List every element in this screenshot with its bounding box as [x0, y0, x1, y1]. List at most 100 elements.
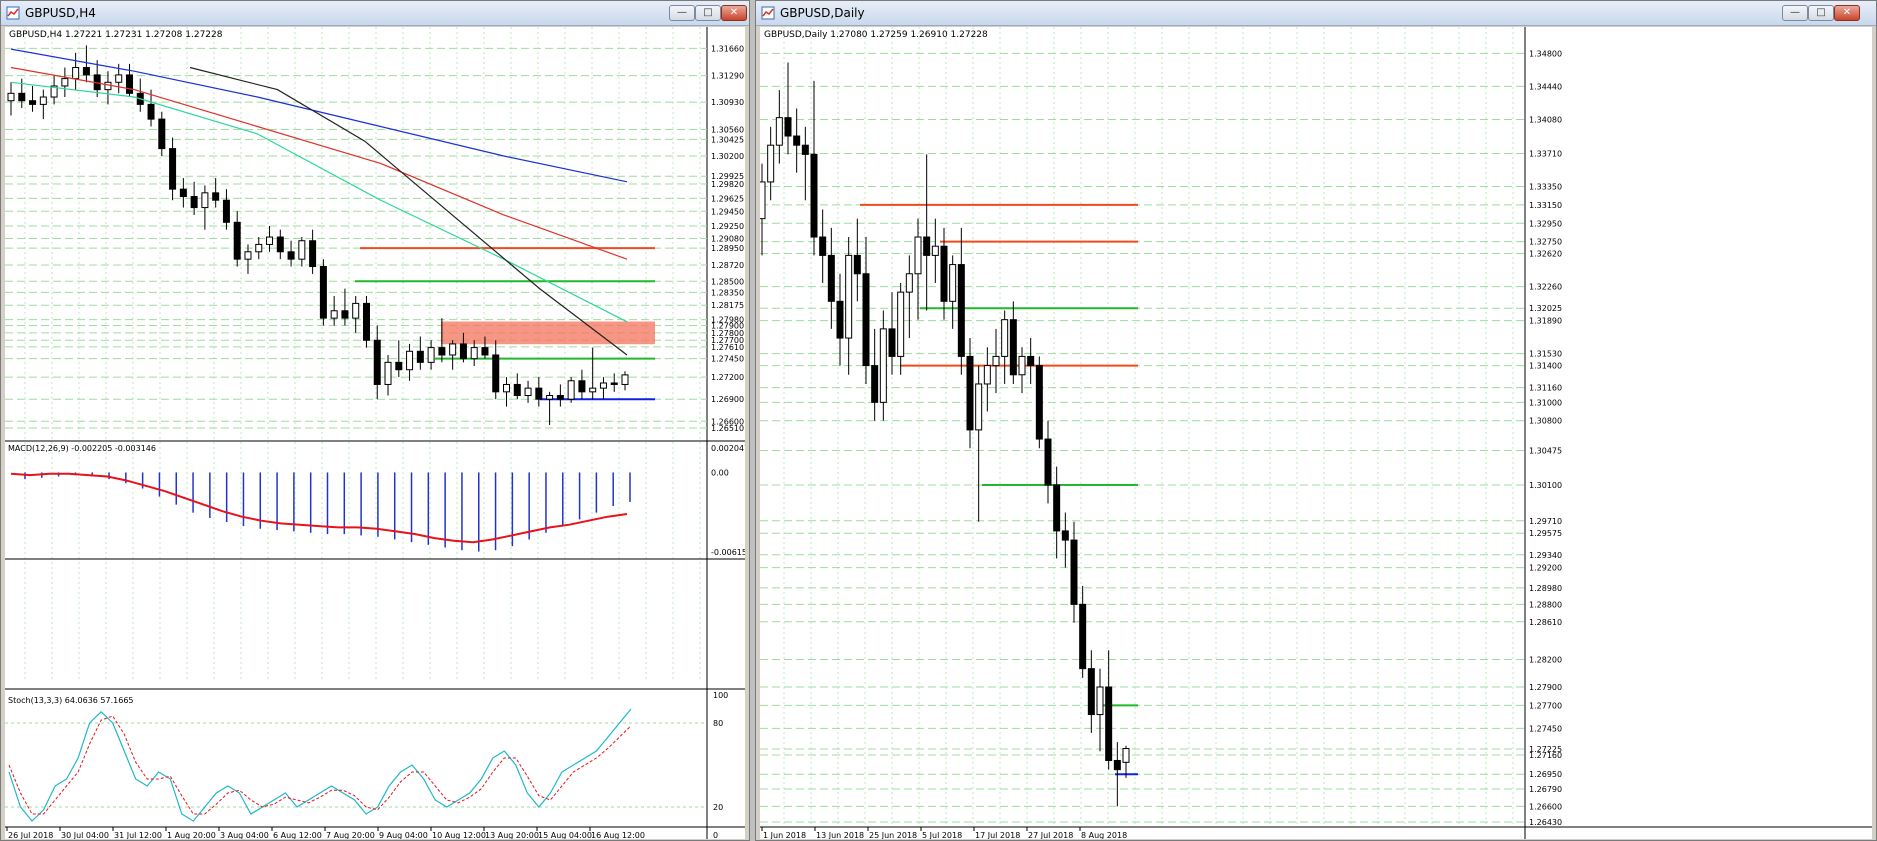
- maximize-button[interactable]: □: [695, 5, 721, 21]
- price-axis-label: 1.28980: [1529, 584, 1562, 593]
- candle-body: [836, 300, 844, 339]
- candle-body: [449, 343, 457, 356]
- candle-body: [931, 245, 939, 256]
- price-axis-label: 1.29575: [1529, 529, 1562, 538]
- candle-body: [7, 92, 15, 102]
- candle-body: [125, 74, 133, 94]
- time-axis-label: 30 Jul 04:00: [61, 831, 109, 839]
- time-axis-label: 3 Aug 04:00: [220, 831, 269, 839]
- price-axis-label: 1.29710: [1529, 517, 1562, 526]
- stoch-main-line: [8, 708, 632, 822]
- candle-body: [29, 100, 37, 105]
- price-axis-label: 1.30560: [711, 125, 744, 134]
- maximize-button[interactable]: □: [1808, 5, 1834, 21]
- price-axis-label: 1.27450: [1529, 724, 1562, 733]
- candle-body: [1079, 603, 1087, 670]
- minimize-button[interactable]: —: [1782, 5, 1808, 21]
- candle-body: [233, 221, 241, 260]
- time-axis-label: 13 Aug 20:00: [485, 831, 539, 839]
- minimize-button[interactable]: —: [669, 5, 695, 21]
- price-axis-label: 1.26600: [1529, 802, 1562, 811]
- candle-body: [341, 310, 349, 319]
- price-axis-label: 1.26790: [1529, 785, 1562, 794]
- candle-body: [793, 135, 801, 146]
- time-axis-label: 5 Jul 2018: [922, 831, 962, 839]
- moving-average-line: [10, 66, 628, 260]
- candle-body: [983, 365, 991, 385]
- stoch-indicator-label: Stoch(13,3,3) 64.0636 57.1665: [8, 696, 134, 705]
- price-axis-label: 1.30100: [1529, 481, 1562, 490]
- candle-body: [1105, 686, 1113, 761]
- candle-body: [819, 236, 827, 256]
- chart-window-icon: [761, 6, 775, 20]
- candle-body: [222, 199, 230, 223]
- price-axis-label: 1.26510: [711, 424, 744, 433]
- candle-body: [61, 78, 69, 87]
- price-axis-label: 1.29450: [711, 207, 744, 216]
- candle-body: [39, 96, 47, 105]
- price-axis-label: 1.26950: [1529, 770, 1562, 779]
- candle-body: [1113, 759, 1121, 771]
- candle-body: [621, 374, 629, 385]
- price-axis-label: 1.29820: [711, 180, 744, 189]
- price-axis-label: 1.27900: [711, 321, 744, 330]
- price-axis-label: 1.31000: [1529, 398, 1562, 407]
- price-axis-label: 1.30425: [711, 135, 744, 144]
- candle-body: [50, 85, 58, 98]
- candle-body: [897, 291, 905, 357]
- price-axis-label: 1.28350: [711, 288, 744, 297]
- candle-body: [438, 347, 446, 356]
- candle-body: [524, 387, 532, 397]
- candle-body: [1053, 484, 1061, 532]
- price-chart-area[interactable]: 1.34800 1.34440 1.34080 1.33710 1.33350 1.331…: [760, 27, 1872, 839]
- time-axis-label: 7 Aug 20:00: [326, 831, 375, 839]
- price-chart-area[interactable]: 1.31660 1.31290 1.30930 1.30560 1.30425 1.302…: [5, 27, 745, 839]
- close-button[interactable]: ✕: [721, 5, 747, 21]
- price-axis-label: 1.28500: [711, 277, 744, 286]
- window-titlebar[interactable]: GBPUSD,H4 — □ ✕: [1, 1, 749, 26]
- chart-window-daily[interactable]: GBPUSD,Daily — □ ✕ 1.34800 1.34440 1.34080…: [755, 0, 1877, 841]
- candle-body: [1122, 748, 1130, 763]
- price-axis-label: 1.28720: [711, 261, 744, 270]
- moving-average-line: [10, 48, 628, 183]
- stoch-axis-label: 80: [713, 719, 723, 728]
- price-axis-label: 1.27200: [711, 373, 744, 382]
- price-axis-label: 1.27160: [1529, 751, 1562, 760]
- stoch-axis-label: 0: [713, 831, 718, 839]
- price-axis-label: 1.29925: [711, 172, 744, 181]
- candle-body: [18, 92, 26, 102]
- daily-chart-svg[interactable]: 1.34800 1.34440 1.34080 1.33710 1.33350 1.331…: [760, 27, 1872, 839]
- candle-body: [158, 118, 166, 150]
- candle-body: [1035, 365, 1043, 440]
- candle-body: [905, 273, 913, 293]
- candle-body: [845, 254, 853, 339]
- candle-body: [599, 382, 607, 389]
- time-axis-label: 8 Aug 2018: [1081, 831, 1127, 839]
- macd-axis-label: -0.006158: [711, 548, 745, 557]
- candle-body: [966, 355, 974, 431]
- chart-window-h4[interactable]: GBPUSD,H4 — □ ✕ 1.31660 1.31290 1.30930 1.3…: [0, 0, 750, 841]
- stoch-axis-label: 20: [713, 803, 723, 812]
- candle-body: [298, 240, 306, 260]
- candle-body: [1044, 438, 1052, 486]
- chart-header-info: GBPUSD,Daily 1.27080 1.27259 1.26910 1.2…: [764, 30, 988, 40]
- price-axis-label: 1.32750: [1529, 238, 1562, 247]
- price-axis-label: 1.28175: [711, 301, 744, 310]
- price-axis-label: 1.32260: [1529, 283, 1562, 292]
- candle-body: [879, 328, 887, 403]
- moving-average-line: [189, 66, 628, 356]
- window-titlebar[interactable]: GBPUSD,Daily — □ ✕: [756, 1, 1876, 26]
- candle-body: [362, 302, 370, 341]
- candle-body: [287, 251, 295, 260]
- candle-body: [319, 266, 327, 319]
- close-button[interactable]: ✕: [1834, 5, 1860, 21]
- time-axis-label: 16 Aug 12:00: [591, 831, 645, 839]
- time-axis-label: 1 Aug 20:00: [167, 831, 216, 839]
- candle-body: [1018, 355, 1026, 376]
- price-axis-label: 1.28800: [1529, 600, 1562, 609]
- price-axis-label: 1.27700: [1529, 701, 1562, 710]
- candle-body: [179, 188, 187, 198]
- chart-window-icon: [6, 6, 20, 20]
- price-axis-label: 1.34440: [1529, 82, 1562, 91]
